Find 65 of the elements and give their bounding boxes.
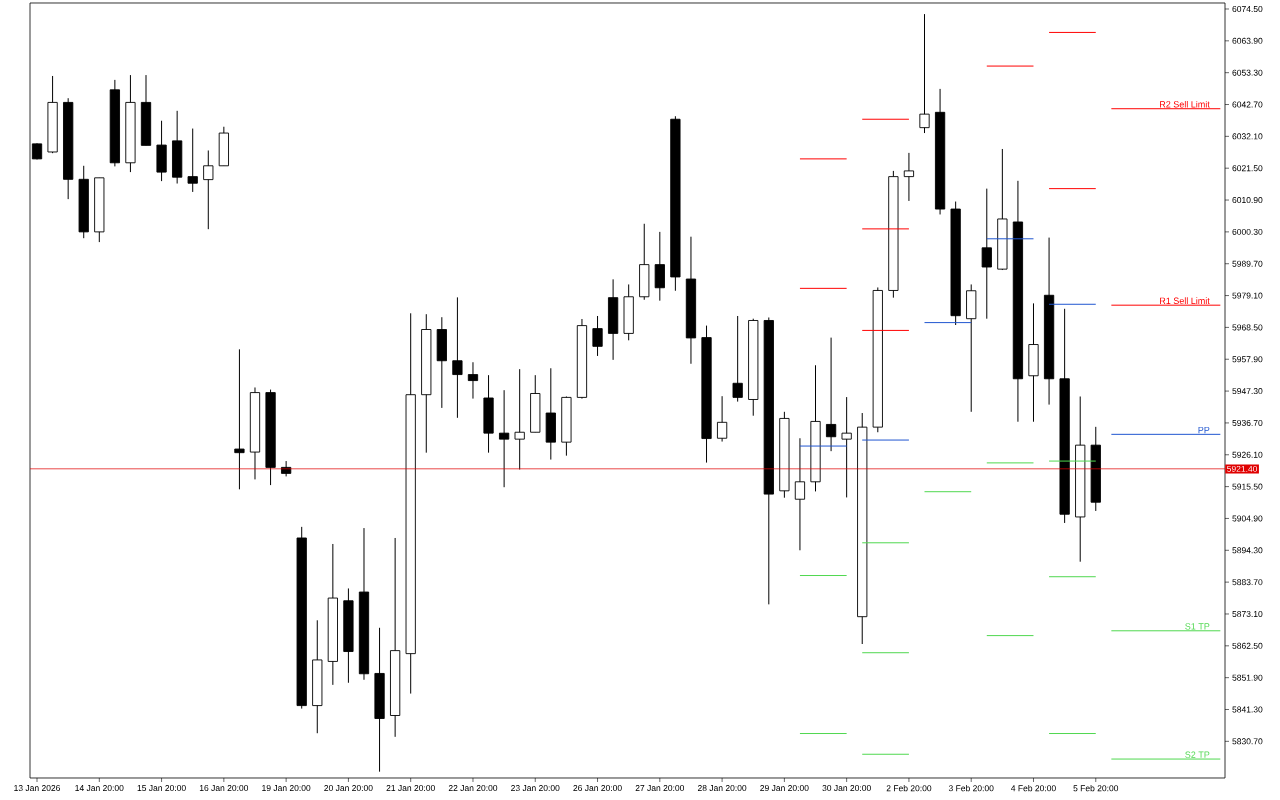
x-tick-label: 16 Jan 20:00: [199, 785, 249, 792]
y-tick-label: 5862.50: [1232, 642, 1263, 649]
y-tick-label: 5957.90: [1232, 356, 1263, 363]
y-tick-label: 6000.30: [1232, 228, 1263, 235]
y-tick-label: 6042.70: [1232, 101, 1263, 108]
candlestick: [467, 361, 479, 400]
y-tick-label: 5926.10: [1232, 451, 1263, 458]
candlestick: [452, 296, 463, 419]
x-tick-label: 5 Feb 20:00: [1073, 785, 1119, 792]
y-tick-label: 6074.50: [1232, 5, 1263, 12]
x-tick-label: 28 Jan 20:00: [697, 785, 747, 792]
candlestick: [981, 188, 992, 320]
x-tick-label: 22 Jan 20:00: [448, 785, 498, 792]
candlestick: [234, 348, 245, 490]
candlestick: [499, 389, 510, 488]
y-tick-label: 5841.30: [1232, 706, 1263, 713]
y-tick-label: 6063.90: [1232, 37, 1263, 44]
y-tick-label: 5894.30: [1232, 547, 1263, 554]
y-tick-label: 6010.90: [1232, 197, 1263, 204]
candlestick: [903, 152, 915, 202]
candlestick: [514, 368, 525, 470]
x-tick-label: 27 Jan 20:00: [635, 785, 685, 792]
y-tick-label: 5851.90: [1232, 674, 1263, 681]
candlestick: [794, 437, 806, 551]
y-tick-label: 5873.10: [1232, 610, 1263, 617]
x-tick-label: 29 Jan 20:00: [760, 785, 809, 792]
x-tick-label: 4 Feb 20:00: [1011, 785, 1056, 792]
x-tick-label: 15 Jan 20:00: [137, 785, 186, 792]
y-tick-label: 5883.70: [1232, 579, 1263, 586]
y-tick-label: 6053.30: [1232, 69, 1263, 76]
x-tick-label: 21 Jan 20:00: [386, 785, 435, 792]
y-tick-label: 6032.10: [1232, 133, 1263, 140]
x-tick-label: 13 Jan 2026: [14, 785, 61, 792]
x-tick-label: 23 Jan 20:00: [511, 785, 560, 792]
y-tick-label: 5904.90: [1232, 515, 1263, 522]
y-tick-label: 5968.50: [1232, 324, 1263, 331]
candlestick: [187, 128, 198, 193]
x-tick-label: 20 Jan 20:00: [324, 785, 373, 792]
candlestick: [716, 395, 728, 443]
candlestick: [592, 315, 603, 357]
y-tick-label: 6021.50: [1232, 165, 1263, 172]
y-tick-label: 5915.50: [1232, 483, 1263, 490]
x-tick-label: 26 Jan 20:00: [573, 785, 622, 792]
annotation: PP: [1198, 426, 1210, 434]
x-tick-label: 30 Jan 20:00: [822, 785, 871, 792]
y-tick-label: 5936.70: [1232, 419, 1263, 426]
candlestick: [654, 231, 665, 302]
candlestick: [203, 149, 214, 230]
x-tick-label: 3 Feb 20:00: [948, 785, 994, 792]
candlestick: [919, 13, 930, 134]
y-tick-label: 5830.70: [1232, 738, 1263, 745]
candlestick: [825, 337, 837, 452]
annotation: R2 Sell Limit: [1160, 100, 1210, 108]
x-tick-label: 14 Jan 20:00: [75, 785, 124, 792]
candlestick: [841, 396, 852, 498]
annotation: S2 TP: [1185, 751, 1210, 758]
x-tick-label: 2 Feb 20:00: [886, 785, 932, 792]
annotation: S1 TP: [1185, 623, 1210, 630]
y-tick-label: 5989.70: [1232, 260, 1263, 267]
candlestick: [732, 315, 743, 403]
annotation: R1 Sell Limit: [1160, 297, 1210, 304]
y-tick-label: 5979.10: [1232, 292, 1263, 299]
x-tick-label: 19 Jan 20:00: [262, 785, 311, 792]
y-tick-label: 5947.30: [1232, 388, 1263, 395]
ref-line-label: 5921.40: [1227, 465, 1258, 472]
